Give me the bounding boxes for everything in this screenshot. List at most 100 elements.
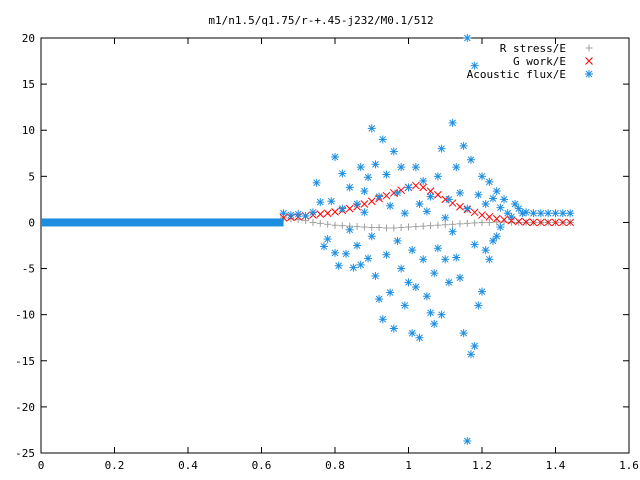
data-point <box>353 223 361 231</box>
data-point <box>360 200 369 208</box>
data-point <box>364 254 373 263</box>
data-point <box>492 232 501 241</box>
x-tick-label: 1.4 <box>546 459 566 472</box>
data-point <box>382 224 390 232</box>
data-point <box>382 191 391 200</box>
y-tick-label: 10 <box>22 124 35 137</box>
data-point <box>463 437 472 446</box>
data-point <box>470 342 479 351</box>
data-point <box>386 288 395 297</box>
legend-label: G work/E <box>513 55 566 68</box>
data-point <box>419 255 428 264</box>
data-point <box>404 278 413 287</box>
data-point <box>338 169 347 178</box>
data-point <box>515 218 523 226</box>
data-point <box>400 301 409 310</box>
data-point <box>411 181 420 190</box>
data-point <box>415 333 424 342</box>
data-point <box>544 209 553 218</box>
data-point <box>485 218 493 226</box>
data-point <box>522 208 531 217</box>
data-point <box>367 232 376 241</box>
data-point <box>367 124 376 133</box>
data-point <box>459 329 468 338</box>
x-tick-label: 0 <box>38 459 45 472</box>
y-tick-label: 5 <box>28 170 35 183</box>
data-point <box>338 204 347 213</box>
data-point <box>444 195 453 204</box>
data-point <box>449 220 457 228</box>
x-tick-label: 0.4 <box>178 459 198 472</box>
data-point <box>389 147 398 156</box>
data-point <box>430 319 439 328</box>
x-tick-label: 1.6 <box>619 459 639 472</box>
data-point <box>558 209 567 218</box>
data-point <box>492 187 501 196</box>
data-point <box>434 190 442 199</box>
data-point <box>378 135 387 144</box>
data-point <box>511 200 520 208</box>
data-point <box>367 197 376 206</box>
data-point <box>489 194 498 203</box>
data-point <box>492 214 501 223</box>
legend-marker <box>585 44 593 52</box>
data-point <box>496 223 505 232</box>
y-tick-label: 0 <box>28 216 35 229</box>
data-point <box>375 294 384 303</box>
data-point <box>470 208 479 217</box>
data-point <box>433 244 442 253</box>
data-point <box>463 219 471 227</box>
data-point <box>566 218 575 227</box>
data-point <box>430 269 439 278</box>
data-point <box>551 209 560 218</box>
data-point <box>286 211 295 220</box>
legend-label: Acoustic flux/E <box>467 68 566 81</box>
data-point <box>437 310 446 319</box>
data-point <box>353 241 362 250</box>
data-point <box>481 200 490 208</box>
data-point <box>415 200 424 208</box>
data-point <box>393 188 402 197</box>
data-point <box>434 221 442 229</box>
data-point <box>411 163 420 172</box>
chart-title: m1/n1.5/q1.75/r-+.45-j232/M0.1/512 <box>208 14 433 27</box>
data-point <box>474 190 483 199</box>
data-point <box>463 204 472 213</box>
data-point <box>496 203 505 212</box>
data-point <box>331 221 339 229</box>
data-point <box>393 236 402 245</box>
y-tick-label: -15 <box>15 355 35 368</box>
y-tick-label: -20 <box>15 401 35 414</box>
data-point <box>371 271 380 280</box>
data-point <box>405 223 412 231</box>
data-point <box>390 224 398 232</box>
data-point <box>481 246 490 255</box>
data-point <box>529 218 538 227</box>
data-point <box>514 204 523 213</box>
data-point <box>342 249 351 258</box>
plot-frame <box>40 37 630 454</box>
data-point <box>470 240 479 249</box>
data-point <box>327 197 336 206</box>
data-point <box>456 202 464 211</box>
data-point <box>551 218 560 227</box>
data-point <box>478 287 486 296</box>
data-point <box>356 163 365 172</box>
data-point <box>349 263 358 272</box>
series-acoustic-flux-e <box>41 34 575 446</box>
data-point <box>386 201 395 210</box>
data-point <box>419 176 428 185</box>
data-point <box>459 141 468 150</box>
data-point <box>493 218 501 226</box>
data-point <box>441 221 449 229</box>
data-point <box>470 61 479 70</box>
x-tick-label: 1.2 <box>472 459 492 472</box>
data-point <box>331 152 339 161</box>
data-point <box>331 207 339 216</box>
y-tick-label: 15 <box>22 78 35 91</box>
y-tick-label: 20 <box>22 32 35 45</box>
legend-marker <box>585 70 593 78</box>
data-point <box>294 210 303 219</box>
